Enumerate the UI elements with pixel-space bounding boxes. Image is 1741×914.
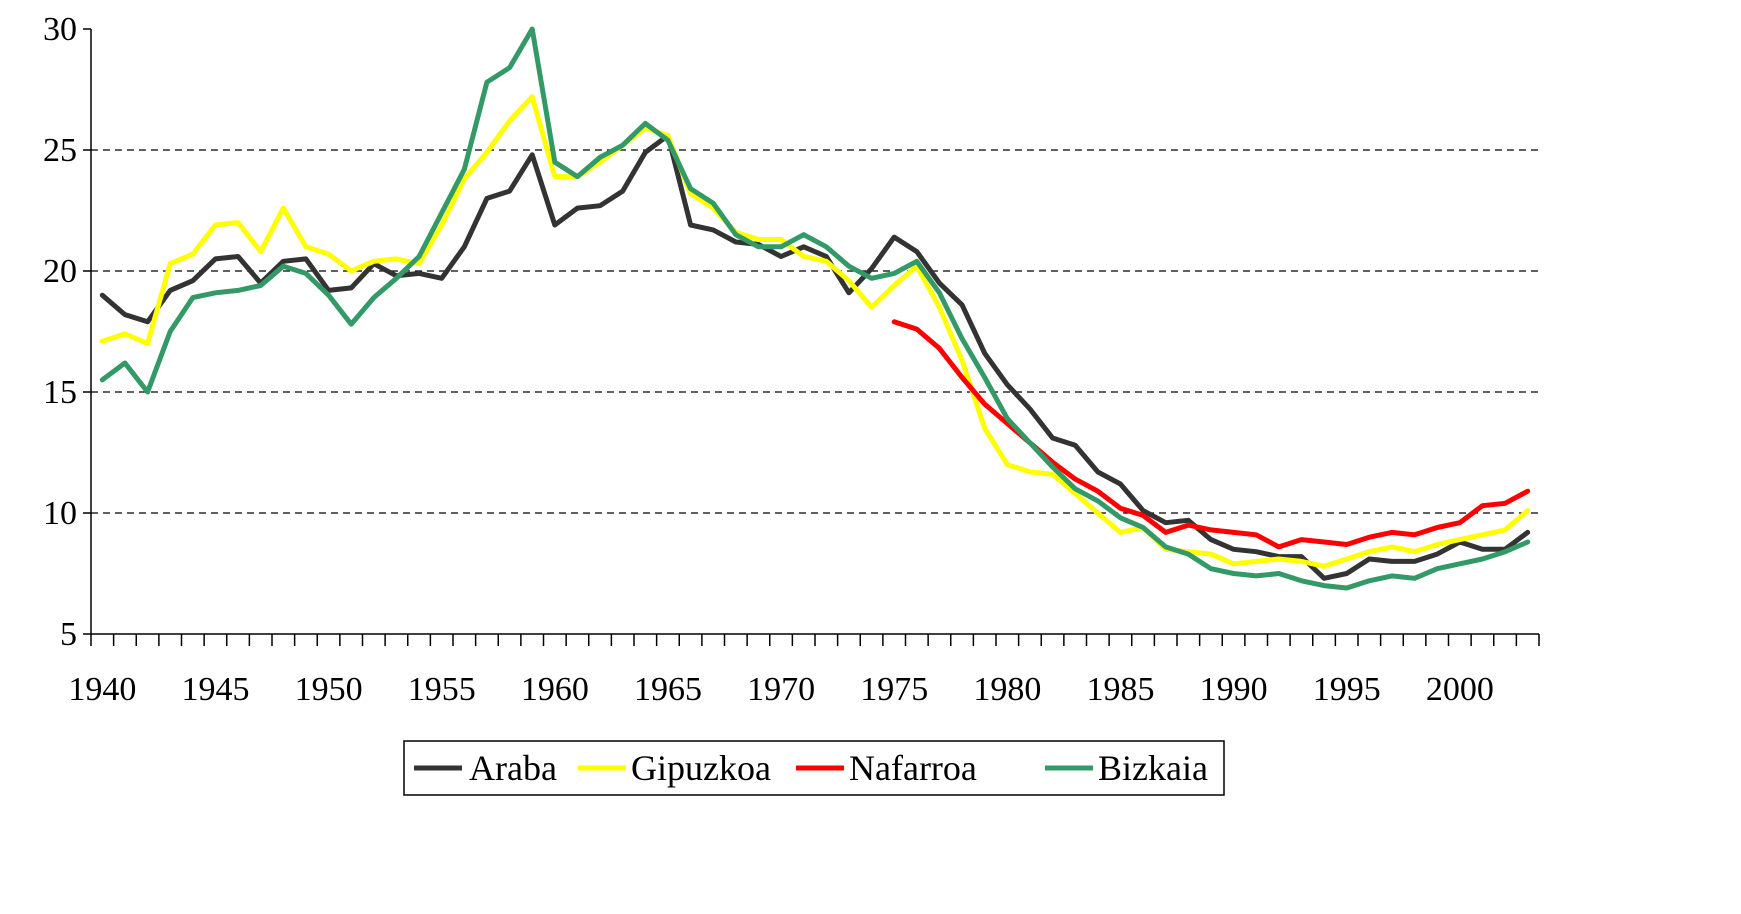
legend-label-gipuzkoa: Gipuzkoa [631,748,771,788]
legend-label-nafarroa: Nafarroa [849,748,977,788]
x-tick-label: 1945 [181,671,249,708]
legend-label-araba: Araba [469,748,557,788]
tick-labels: 5 10 15 20 25 30 1940 1945 1950 1955 1960 1965 1970 1… [43,11,1494,708]
series-line-gipuzkoa [99,94,1531,569]
y-tick-label: 5 [60,616,77,653]
x-tick-label: 1975 [860,671,928,708]
x-tick-label: 1940 [68,671,136,708]
y-tick-label: 15 [43,374,77,411]
x-tick-label: 1955 [408,671,476,708]
gridlines [91,149,1539,514]
x-tick-label: 1970 [747,671,815,708]
y-tick-label: 30 [43,11,77,48]
series-lines [99,26,1531,591]
legend: Araba Gipuzkoa Nafarroa Bizkaia [403,740,1225,796]
series-line-nafarroa [891,319,1531,550]
legend-label-bizkaia: Bizkaia [1098,748,1208,788]
x-tick-label: 2000 [1426,671,1494,708]
series-line-bizkaia [99,26,1531,591]
series-line-araba [99,133,1531,581]
x-tick-label: 1990 [1200,671,1268,708]
x-tick-label: 1950 [295,671,363,708]
y-tick-label: 25 [43,132,77,169]
y-tick-label: 20 [43,253,77,290]
x-tick-label: 1965 [634,671,702,708]
x-tick-label: 1960 [521,671,589,708]
x-tick-label: 1985 [1086,671,1154,708]
axes [83,28,1540,646]
x-tick-label: 1995 [1313,671,1381,708]
y-tick-label: 10 [43,495,77,532]
x-tick-label: 1980 [973,671,1041,708]
